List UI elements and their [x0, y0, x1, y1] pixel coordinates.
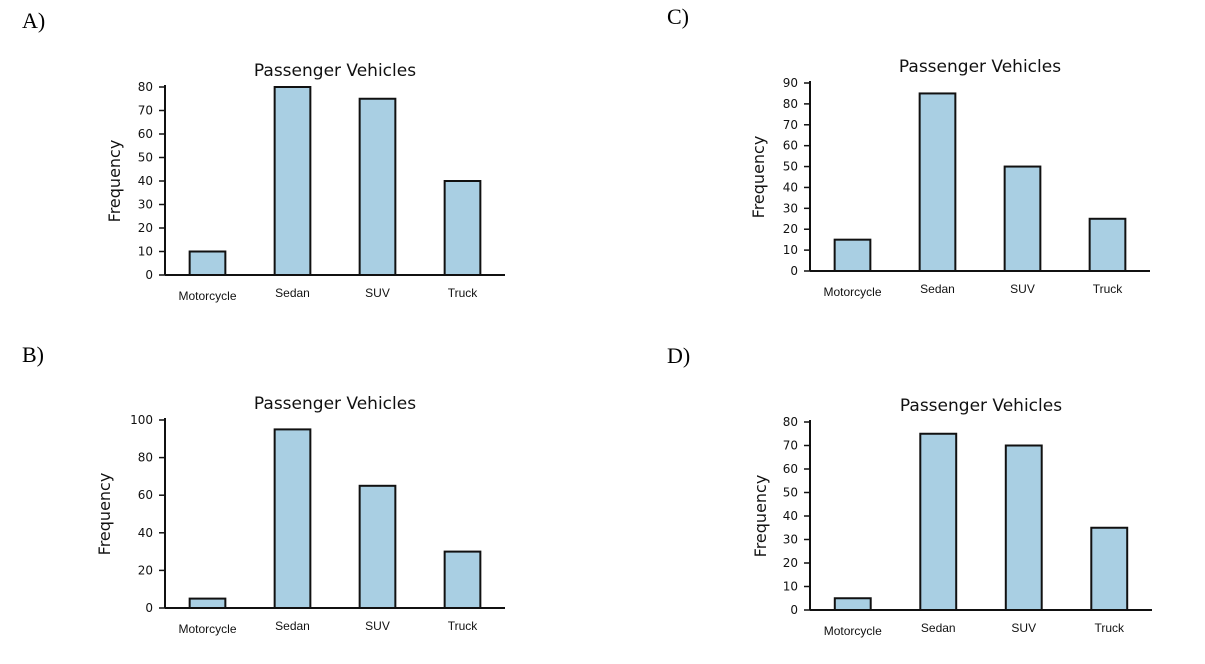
x-tick-label-suv: SUV — [365, 619, 390, 633]
y-tick-label: 20 — [138, 563, 153, 577]
x-tick-label-sedan: Sedan — [921, 621, 956, 635]
y-tick-label: 40 — [783, 180, 798, 194]
chart-title: Passenger Vehicles — [254, 61, 416, 81]
y-tick-label: 50 — [783, 160, 798, 174]
y-axis-label: Frequency — [749, 136, 768, 219]
y-tick-label: 20 — [783, 556, 798, 570]
y-tick-label: 10 — [783, 243, 798, 257]
x-tick-label-truck: Truck — [1094, 621, 1125, 635]
y-axis-label: Frequency — [751, 475, 770, 558]
y-tick-label: 80 — [138, 451, 153, 465]
y-tick-label: 80 — [138, 80, 153, 94]
y-tick-label: 40 — [138, 526, 153, 540]
bar-truck — [443, 550, 482, 609]
bar-sedan — [273, 86, 312, 276]
y-tick-label: 20 — [783, 222, 798, 236]
y-axis-label: Frequency — [95, 473, 114, 556]
y-tick-label: 60 — [138, 488, 153, 502]
x-tick-label-truck: Truck — [1093, 282, 1124, 296]
y-tick-label: 30 — [138, 198, 153, 212]
option-c-label: C) — [667, 4, 689, 29]
bar-sedan — [918, 92, 957, 272]
y-tick-label: 60 — [138, 127, 153, 141]
y-tick-label: 60 — [783, 139, 798, 153]
y-tick-label: 10 — [783, 580, 798, 594]
x-tick-label-truck: Truck — [448, 619, 479, 633]
y-tick-label: 90 — [783, 76, 798, 90]
bar-suv — [1004, 444, 1043, 611]
x-tick-label-motorcycle: Motorcycle — [178, 289, 236, 303]
y-tick-label: 30 — [783, 533, 798, 547]
x-tick-label-suv: SUV — [1010, 282, 1035, 296]
y-tick-label: 0 — [145, 268, 153, 282]
y-tick-label: 20 — [138, 221, 153, 235]
option-b-label: B) — [22, 342, 44, 367]
bar-suv — [1003, 165, 1042, 272]
bar-sedan — [919, 432, 958, 611]
y-tick-label: 50 — [783, 486, 798, 500]
chart-title: Passenger Vehicles — [900, 396, 1062, 416]
x-tick-label-sedan: Sedan — [920, 282, 955, 296]
y-tick-label: 10 — [138, 245, 153, 259]
x-tick-label-suv: SUV — [365, 286, 390, 300]
y-tick-label: 70 — [783, 439, 798, 453]
bar-motorcycle — [833, 238, 872, 273]
chart-title: Passenger Vehicles — [254, 394, 416, 414]
chart-title: Passenger Vehicles — [899, 57, 1061, 77]
y-tick-label: 40 — [138, 174, 153, 188]
y-axis-label: Frequency — [105, 140, 124, 223]
y-tick-label: 0 — [790, 603, 798, 617]
x-tick-label-motorcycle: Motorcycle — [824, 624, 882, 638]
y-tick-label: 0 — [790, 264, 798, 278]
y-tick-label: 80 — [783, 97, 798, 111]
x-tick-label-motorcycle: Motorcycle — [178, 622, 236, 636]
x-tick-label-sedan: Sedan — [275, 619, 310, 633]
y-tick-label: 80 — [783, 415, 798, 429]
bar-motorcycle — [833, 597, 872, 611]
y-tick-label: 70 — [138, 104, 153, 118]
y-tick-label: 0 — [145, 601, 153, 615]
y-tick-label: 30 — [783, 201, 798, 215]
option-a-label: A) — [22, 8, 46, 33]
option-d-label: D) — [667, 343, 691, 368]
bar-truck — [1090, 526, 1129, 611]
bar-sedan — [273, 428, 312, 609]
y-tick-label: 100 — [130, 413, 153, 427]
bar-truck — [443, 180, 482, 276]
y-tick-label: 40 — [783, 509, 798, 523]
x-tick-label-truck: Truck — [448, 286, 479, 300]
y-tick-label: 50 — [138, 151, 153, 165]
y-tick-label: 70 — [783, 118, 798, 132]
x-tick-label-suv: SUV — [1011, 621, 1036, 635]
x-tick-label-sedan: Sedan — [275, 286, 310, 300]
x-tick-label-motorcycle: Motorcycle — [823, 285, 881, 299]
y-tick-label: 60 — [783, 462, 798, 476]
bar-suv — [358, 484, 397, 609]
